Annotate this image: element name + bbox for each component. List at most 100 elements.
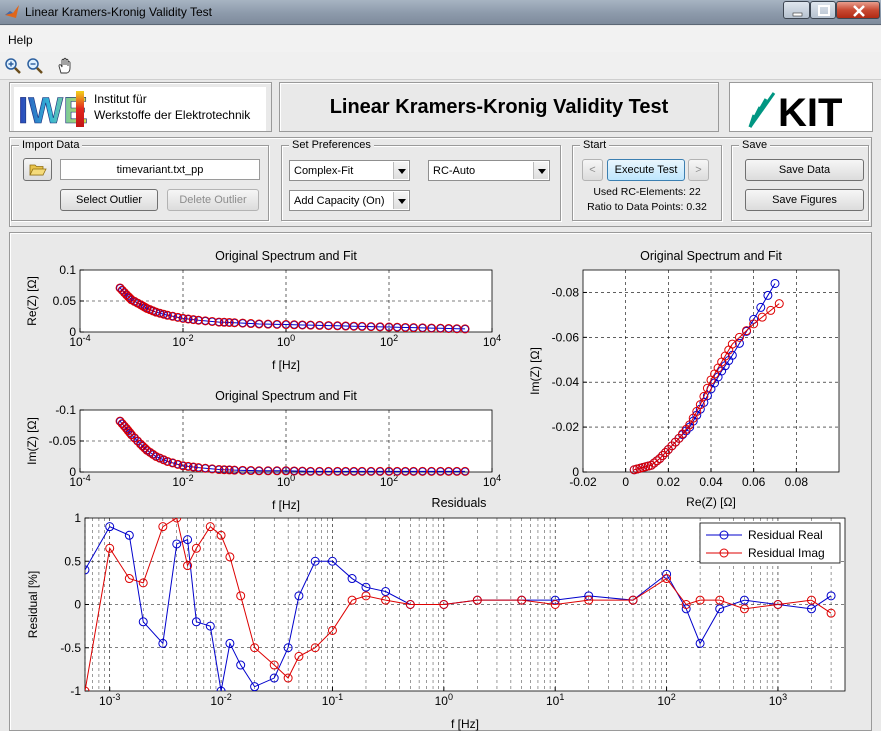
next-button[interactable]: > xyxy=(688,159,709,181)
data-marker xyxy=(272,466,282,476)
y-tick-label: 0 xyxy=(572,465,579,479)
x-tick-label: 104 xyxy=(483,333,501,349)
window-title: Linear Kramers-Kronig Validity Test xyxy=(25,5,212,19)
title-panel xyxy=(279,82,719,132)
open-folder-button[interactable] xyxy=(23,158,52,181)
legend-marker xyxy=(719,530,729,540)
matlab-app-icon xyxy=(5,5,19,18)
import-data-group: Import Data xyxy=(11,139,269,221)
x-tick-label: 102 xyxy=(380,333,398,349)
pan-hand-icon[interactable] xyxy=(56,57,74,75)
nyquist-marker xyxy=(646,460,656,470)
nyquist-marker xyxy=(734,338,744,348)
data-marker xyxy=(254,466,264,476)
residual-marker xyxy=(347,574,357,584)
residual-marker xyxy=(216,686,226,691)
execute-test-button[interactable]: Execute Test xyxy=(607,159,685,181)
data-marker xyxy=(125,428,135,438)
x-tick-label: 10-2 xyxy=(172,473,193,489)
data-marker xyxy=(138,301,148,311)
data-marker xyxy=(148,449,158,459)
nyquist-marker xyxy=(727,339,737,349)
nyquist-marker xyxy=(695,400,705,410)
residual-marker xyxy=(327,625,337,635)
toolbar xyxy=(0,52,881,80)
residual-marker xyxy=(124,530,134,540)
data-marker xyxy=(272,319,282,329)
filename-field[interactable]: timevariant.txt_pp xyxy=(60,159,260,180)
nyquist-marker xyxy=(652,456,662,466)
y-tick-label: -0.08 xyxy=(552,285,580,299)
y-tick-label: 0.5 xyxy=(64,554,81,568)
residual-marker xyxy=(361,591,371,601)
zoom-in-icon[interactable] xyxy=(4,57,22,75)
data-marker xyxy=(427,323,437,333)
data-marker xyxy=(409,466,419,476)
y-tick-label: -0.04 xyxy=(552,375,580,389)
data-marker xyxy=(306,320,316,330)
data-marker xyxy=(168,458,178,468)
nyquist-marker xyxy=(757,312,767,322)
x-tick-label: -0.02 xyxy=(569,475,597,489)
previous-button[interactable]: < xyxy=(582,159,603,181)
residual-marker xyxy=(138,617,148,627)
x-tick-label: 103 xyxy=(769,692,787,708)
data-marker xyxy=(306,466,316,476)
x-tick-label: 10-3 xyxy=(99,692,120,708)
data-marker xyxy=(214,317,224,327)
delete-outlier-button[interactable]: Delete Outlier xyxy=(167,189,259,211)
x-tick-label: 0.08 xyxy=(785,475,809,489)
nyquist-marker xyxy=(660,448,670,458)
x-tick-label: 10-4 xyxy=(69,333,90,349)
data-marker xyxy=(315,320,325,330)
data-marker xyxy=(409,323,419,333)
residual-marker xyxy=(85,565,90,575)
nyquist-line xyxy=(634,303,780,471)
save-figures-button[interactable]: Save Figures xyxy=(745,189,864,211)
residual-marker xyxy=(381,595,391,605)
y-tick-label: 0 xyxy=(69,465,76,479)
y-tick-label: 0 xyxy=(74,598,81,612)
residual-marker xyxy=(191,617,201,627)
save-group: Save xyxy=(731,139,869,221)
data-marker xyxy=(427,466,437,476)
capacity-select[interactable]: Add Capacity (On) xyxy=(289,190,410,211)
x-tick-label: 102 xyxy=(657,692,675,708)
data-marker xyxy=(159,309,169,319)
residual-marker xyxy=(826,608,836,618)
minimize-button[interactable] xyxy=(783,1,810,19)
data-marker xyxy=(125,293,135,303)
residual-marker xyxy=(806,595,816,605)
residual-marker xyxy=(205,621,215,631)
residual-marker xyxy=(269,673,279,683)
used-rc-elements: Used RC-Elements: 22 xyxy=(593,186,701,198)
fit-mode-select[interactable]: Complex-Fit xyxy=(289,160,410,181)
y-tick-label: 0.05 xyxy=(53,294,77,308)
menu-help[interactable]: Help xyxy=(8,33,33,47)
save-data-button[interactable]: Save Data xyxy=(745,159,864,181)
close-button[interactable] xyxy=(836,1,880,19)
start-group: Start xyxy=(572,139,722,221)
data-marker xyxy=(460,324,470,334)
zoom-out-icon[interactable] xyxy=(26,57,44,75)
chart-title: Original Spectrum and Fit xyxy=(215,249,357,263)
residual-marker xyxy=(183,561,193,571)
data-marker xyxy=(200,316,210,326)
nyquist-marker xyxy=(702,383,712,393)
data-marker xyxy=(254,319,264,329)
y-tick-label: 0.1 xyxy=(59,263,76,277)
select-outlier-button[interactable]: Select Outlier xyxy=(60,189,158,211)
data-marker xyxy=(418,323,428,333)
residual-marker xyxy=(327,556,337,566)
data-marker xyxy=(178,313,188,323)
residual-marker xyxy=(695,595,705,605)
x-tick-label: 100 xyxy=(277,333,295,349)
rc-mode-select[interactable]: RC-Auto xyxy=(428,160,550,181)
residual-marker xyxy=(517,595,527,605)
nyquist-marker xyxy=(763,290,773,300)
maximize-button[interactable] xyxy=(810,1,836,19)
chevron-down-icon xyxy=(533,162,548,179)
residual-marker xyxy=(405,600,415,609)
residual-marker xyxy=(347,595,357,605)
residual-marker xyxy=(826,591,836,601)
